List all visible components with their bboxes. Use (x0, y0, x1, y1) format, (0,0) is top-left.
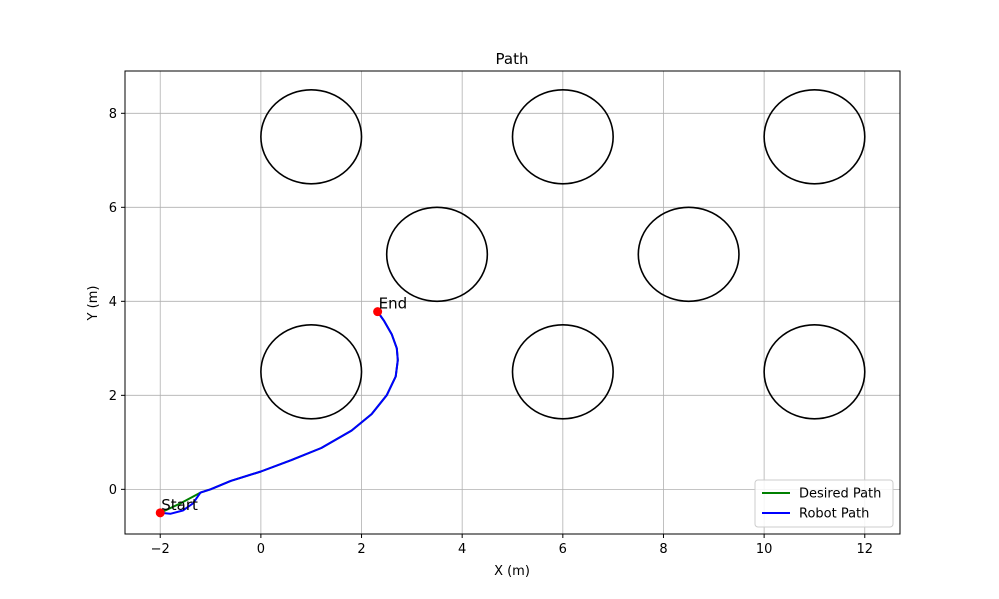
series-line-robot-path (159, 310, 399, 515)
end-label: End (379, 295, 408, 313)
legend-label-robot-path: Robot Path (799, 507, 869, 522)
obstacle-circle (763, 324, 866, 420)
legend-box (754, 479, 894, 528)
obstacle-circle (260, 324, 363, 420)
y-tick-label: 0 (109, 483, 117, 498)
x-tick-label: 0 (257, 542, 265, 557)
obstacle-circle (385, 206, 489, 303)
start-label: Start (161, 496, 198, 514)
markers: Start End (155, 295, 408, 518)
legend: Desired Path Robot Path (754, 479, 894, 528)
y-tick-label: 2 (109, 389, 117, 404)
y-tick-label: 4 (109, 295, 117, 310)
x-tick-label: 6 (559, 542, 567, 557)
x-tick-label: 12 (856, 542, 873, 557)
y-tick-label: 6 (109, 201, 117, 216)
ticks: −2 0 2 4 6 8 10 12 0 2 4 6 8 (109, 107, 873, 557)
end-marker (373, 307, 383, 317)
x-tick-label: 8 (659, 542, 667, 557)
obstacle-circle (511, 89, 614, 185)
obstacle-circle (511, 324, 614, 420)
legend-label-desired-path: Desired Path (799, 487, 881, 502)
obstacle-circle (260, 89, 363, 185)
x-tick-label: 4 (458, 542, 466, 557)
plot-frame (124, 70, 901, 535)
chart-title: Path (496, 50, 529, 68)
obstacles (260, 89, 866, 420)
x-axis-title: X (m) (494, 564, 530, 579)
y-axis-title: Y (m) (86, 286, 101, 322)
y-tick-label: 8 (109, 107, 117, 122)
x-tick-label: 2 (357, 542, 365, 557)
series (159, 310, 399, 515)
obstacle-circle (763, 89, 866, 185)
x-tick-label: −2 (151, 542, 170, 557)
start-marker (155, 508, 165, 518)
x-tick-label: 10 (756, 542, 773, 557)
obstacle-circle (637, 206, 740, 303)
